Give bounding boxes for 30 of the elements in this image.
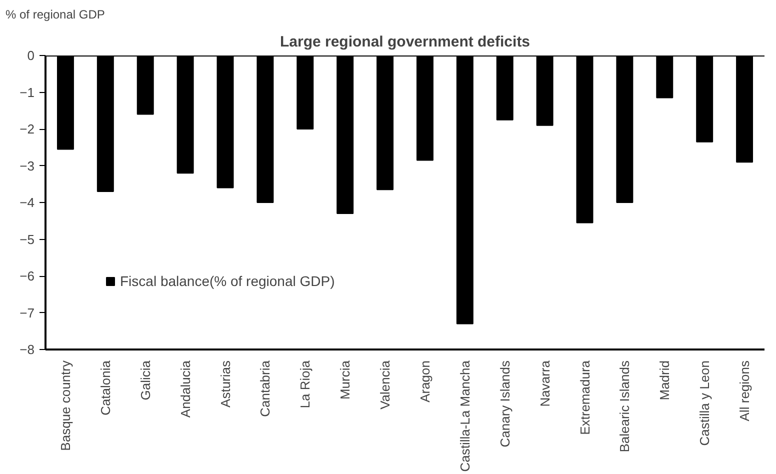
x-tick-label: Asturias xyxy=(218,360,233,408)
chart-title: Large regional government deficits xyxy=(280,34,530,50)
x-tick-label: Cantabria xyxy=(258,360,273,417)
y-axis-title: % of regional GDP xyxy=(6,8,105,22)
y-tick-label: −2 xyxy=(20,122,35,136)
x-tick-label: Valencia xyxy=(378,360,393,410)
x-tick-label: All regions xyxy=(737,360,752,422)
y-tick-label: −7 xyxy=(20,305,35,320)
y-tick-label: −5 xyxy=(20,232,35,247)
y-tick-label: −4 xyxy=(20,195,35,210)
legend-label: Fiscal balance(% of regional GDP) xyxy=(120,273,335,289)
x-tick-label: Andalucia xyxy=(178,360,193,418)
x-tick-label: Navarra xyxy=(537,360,552,407)
x-tick-label: Basque country xyxy=(58,360,73,451)
x-tick-label: Catalonia xyxy=(98,360,113,416)
x-tick-label: Castilla-La Mancha xyxy=(457,360,472,472)
y-tick-label: −3 xyxy=(20,158,35,174)
x-tick-label: Castilla y Leon xyxy=(697,360,712,446)
y-tick-label: −8 xyxy=(20,342,35,357)
x-tick-label: La Rioja xyxy=(298,360,313,408)
y-tick-label: −1 xyxy=(20,84,35,100)
x-tick-label: Murcia xyxy=(338,360,353,400)
x-tick-label: Canary Islands xyxy=(497,360,512,448)
y-tick-label: −6 xyxy=(20,268,35,284)
x-tick-label: Aragon xyxy=(417,360,432,402)
x-tick-label: Galicia xyxy=(138,360,153,400)
y-tick-label: 0 xyxy=(27,48,35,63)
x-tick-label: Balearic Islands xyxy=(617,360,632,452)
x-tick-label: Madrid xyxy=(657,360,672,400)
x-tick-label: Extremadura xyxy=(577,360,592,435)
